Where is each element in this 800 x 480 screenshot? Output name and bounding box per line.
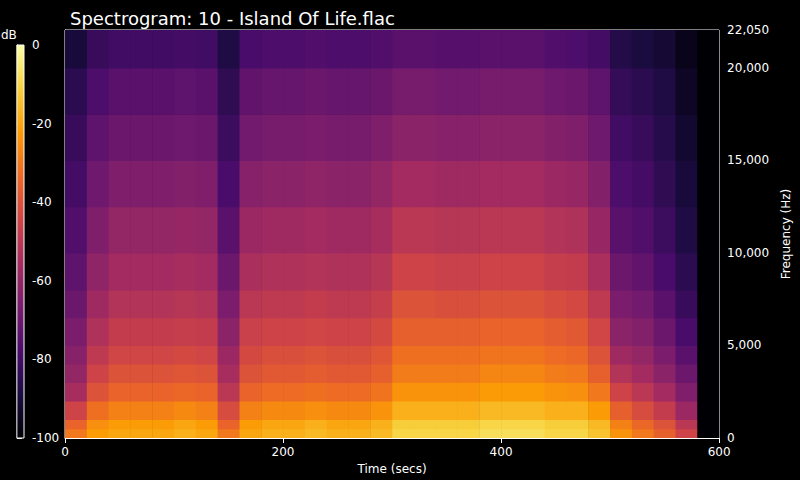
svg-text:400: 400	[490, 445, 513, 459]
svg-text:5,000: 5,000	[727, 338, 761, 352]
svg-text:-100: -100	[32, 431, 59, 445]
svg-text:Spectrogram: 10 - Island Of Li: Spectrogram: 10 - Island Of Life.flac	[70, 8, 395, 29]
svg-text:22,050: 22,050	[727, 23, 769, 37]
svg-text:dB: dB	[1, 28, 17, 42]
svg-text:15,000: 15,000	[727, 153, 769, 167]
svg-text:-40: -40	[32, 195, 52, 209]
svg-text:-60: -60	[32, 274, 52, 288]
svg-text:-80: -80	[32, 352, 52, 366]
svg-text:Frequency (Hz): Frequency (Hz)	[779, 189, 793, 280]
svg-text:-20: -20	[32, 117, 52, 131]
svg-text:10,000: 10,000	[727, 246, 769, 260]
svg-text:600: 600	[708, 445, 731, 459]
svg-text:20,000: 20,000	[727, 61, 769, 75]
svg-text:0: 0	[32, 38, 40, 52]
svg-text:200: 200	[272, 445, 295, 459]
svg-text:0: 0	[727, 431, 735, 445]
svg-text:0: 0	[61, 445, 69, 459]
svg-text:Time (secs): Time (secs)	[357, 462, 427, 476]
